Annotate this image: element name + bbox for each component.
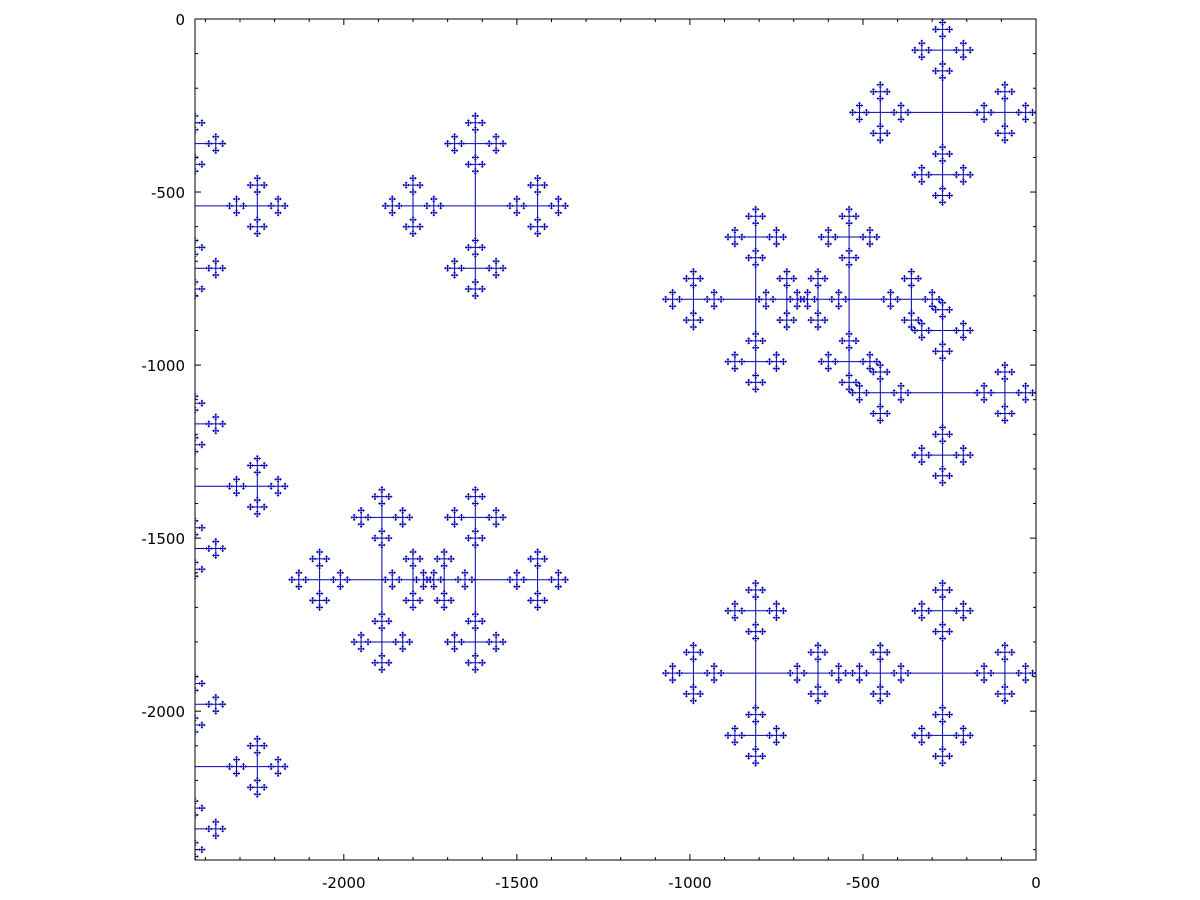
y-tick-label: -1000 xyxy=(141,357,185,375)
x-tick-label: 0 xyxy=(1031,874,1041,892)
data-series xyxy=(194,19,1036,860)
x-axis-tick-labels: -2000 -1500 -1000 -500 0 xyxy=(322,874,1041,892)
x-tick-label: -500 xyxy=(846,874,880,892)
x-tick-label: -2000 xyxy=(322,874,366,892)
plot-background xyxy=(195,19,1036,860)
y-tick-label: 0 xyxy=(175,11,185,29)
y-axis-tick-labels: 0 -500 -1000 -1500 -2000 xyxy=(141,11,185,721)
fractal-curve xyxy=(194,19,1036,860)
y-tick-label: -1500 xyxy=(141,530,185,548)
y-tick-label: -500 xyxy=(151,184,185,202)
x-tick-label: -1000 xyxy=(668,874,712,892)
x-tick-label: -1500 xyxy=(495,874,539,892)
plot-frame xyxy=(194,18,1037,861)
y-tick-label: -2000 xyxy=(141,703,185,721)
